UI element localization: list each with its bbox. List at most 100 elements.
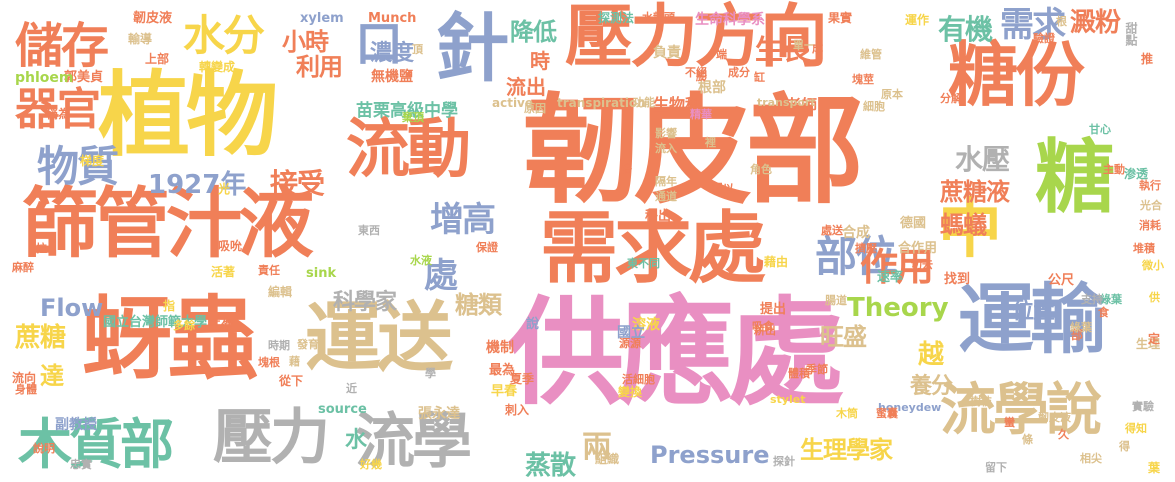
- cloud-word: source: [318, 402, 367, 417]
- cloud-word: 植物: [98, 62, 278, 169]
- cloud-word: 處: [424, 256, 458, 296]
- cloud-word: active: [492, 96, 534, 110]
- cloud-word: 倍: [621, 163, 632, 176]
- cloud-word: 忠實: [70, 458, 92, 471]
- cloud-word: 合成: [842, 225, 870, 241]
- cloud-word: 條: [1022, 433, 1033, 446]
- cloud-word: 口: [355, 16, 404, 72]
- cloud-word: 負責: [653, 45, 681, 61]
- cloud-word: 水: [345, 428, 368, 453]
- cloud-word: 運作: [905, 13, 930, 27]
- cloud-word: 好幾: [360, 458, 382, 471]
- cloud-word: 時: [530, 49, 550, 73]
- cloud-word: 供: [1149, 291, 1160, 304]
- cloud-word: 主動: [1103, 163, 1125, 176]
- cloud-word: 蚜蟲: [82, 287, 258, 392]
- cloud-word: 塊根: [258, 356, 280, 369]
- cloud-word: 藉由: [764, 255, 789, 269]
- cloud-word: 說明: [33, 442, 55, 455]
- cloud-word: 說: [526, 317, 540, 332]
- cloud-word: 有機: [938, 13, 993, 46]
- cloud-word: 定: [1148, 332, 1161, 346]
- cloud-word: 綠葉: [1070, 321, 1092, 334]
- cloud-word: 生命科學系: [695, 12, 765, 28]
- cloud-word: 木質部: [18, 413, 174, 476]
- cloud-word: 水液: [410, 254, 432, 267]
- cloud-word: 得知: [1125, 422, 1147, 435]
- cloud-word: 堆積: [1133, 242, 1155, 255]
- cloud-word: 裡: [705, 136, 716, 149]
- cloud-word: 腸道: [825, 294, 847, 307]
- cloud-word: 活著: [211, 265, 236, 279]
- cloud-word: 利用: [296, 53, 343, 81]
- cloud-word: 糖份: [948, 34, 1085, 116]
- cloud-word: 端: [716, 48, 727, 61]
- cloud-word: 苗栗高級中學: [356, 101, 458, 121]
- cloud-word: 源源: [619, 337, 641, 350]
- cloud-word: 溶液: [632, 317, 660, 333]
- cloud-word: honeydew: [878, 401, 942, 414]
- cloud-word: phloem: [15, 70, 74, 86]
- cloud-word: 公尺: [1048, 273, 1075, 288]
- cloud-word: 梯度: [80, 154, 105, 168]
- cloud-word: 國立台灣師範大學: [103, 315, 208, 330]
- cloud-word: 吸吮: [218, 239, 243, 253]
- cloud-word: 運送: [305, 293, 453, 382]
- cloud-word: 養分: [910, 374, 953, 399]
- cloud-word: 增高: [430, 200, 496, 240]
- cloud-word: 需求: [1000, 5, 1066, 45]
- cloud-word: 驗證: [1033, 32, 1055, 45]
- cloud-word: 壓力: [213, 403, 330, 473]
- cloud-word: 轉變成: [199, 60, 236, 74]
- cloud-word: 小時: [282, 28, 329, 56]
- cloud-word: 提出: [760, 302, 787, 317]
- cloud-word: Flow: [40, 294, 104, 322]
- cloud-word: 越: [918, 340, 945, 370]
- cloud-word: 濃度: [370, 41, 415, 66]
- cloud-word: 實驗: [1132, 400, 1154, 413]
- cloud-word: 執行: [1139, 179, 1161, 192]
- cloud-word: 位置: [1012, 299, 1055, 324]
- cloud-word: 甜點: [1124, 22, 1138, 46]
- cloud-word: 德國: [900, 216, 927, 231]
- cloud-word: 篩管汁液: [22, 179, 314, 268]
- cloud-word: 維管: [860, 48, 882, 61]
- cloud-word: 體積: [788, 367, 810, 380]
- cloud-word: 早春: [491, 384, 518, 399]
- cloud-word: 流動: [346, 113, 471, 187]
- cloud-word: 擠壓: [855, 242, 877, 255]
- cloud-word: 活細胞: [622, 373, 655, 386]
- cloud-word: 切去: [911, 258, 933, 271]
- cloud-word: 得以: [712, 182, 734, 195]
- cloud-word: 達: [40, 362, 64, 390]
- cloud-word: 留下: [985, 461, 1007, 474]
- cloud-word: 成分: [728, 66, 750, 79]
- cloud-word: 移出: [645, 209, 672, 224]
- cloud-word: 樹枝: [970, 395, 992, 408]
- cloud-word: 稱為: [46, 107, 71, 121]
- cloud-word: 韌皮液: [133, 11, 173, 26]
- cloud-word: 原因: [524, 102, 546, 115]
- cloud-word: 速率: [877, 270, 904, 285]
- cloud-word: 生理: [1136, 337, 1161, 351]
- cloud-word: 螞蟻: [940, 211, 987, 239]
- cloud-word: 時期: [268, 339, 290, 352]
- cloud-word: 角色: [750, 163, 772, 176]
- cloud-word: 多餘: [173, 319, 195, 332]
- cloud-word: 耕出: [754, 324, 776, 337]
- cloud-word: 隔年: [655, 175, 677, 188]
- cloud-word: 季節: [806, 363, 828, 376]
- cloud-word: 探測法: [598, 11, 635, 25]
- cloud-word: 頂: [412, 43, 423, 56]
- cloud-word: 郭美貞: [64, 70, 104, 85]
- cloud-word: 不絕: [685, 66, 707, 79]
- cloud-word: 保證: [476, 241, 498, 254]
- cloud-word: 光合: [1140, 199, 1162, 212]
- cloud-word: 生理學家: [800, 436, 893, 464]
- cloud-word: 麻醉: [12, 261, 34, 274]
- cloud-word: 蔗糖液: [940, 178, 1010, 206]
- cloud-word: 最為: [489, 363, 516, 378]
- cloud-word: 國立: [617, 325, 645, 341]
- cloud-word: 精華: [690, 108, 712, 121]
